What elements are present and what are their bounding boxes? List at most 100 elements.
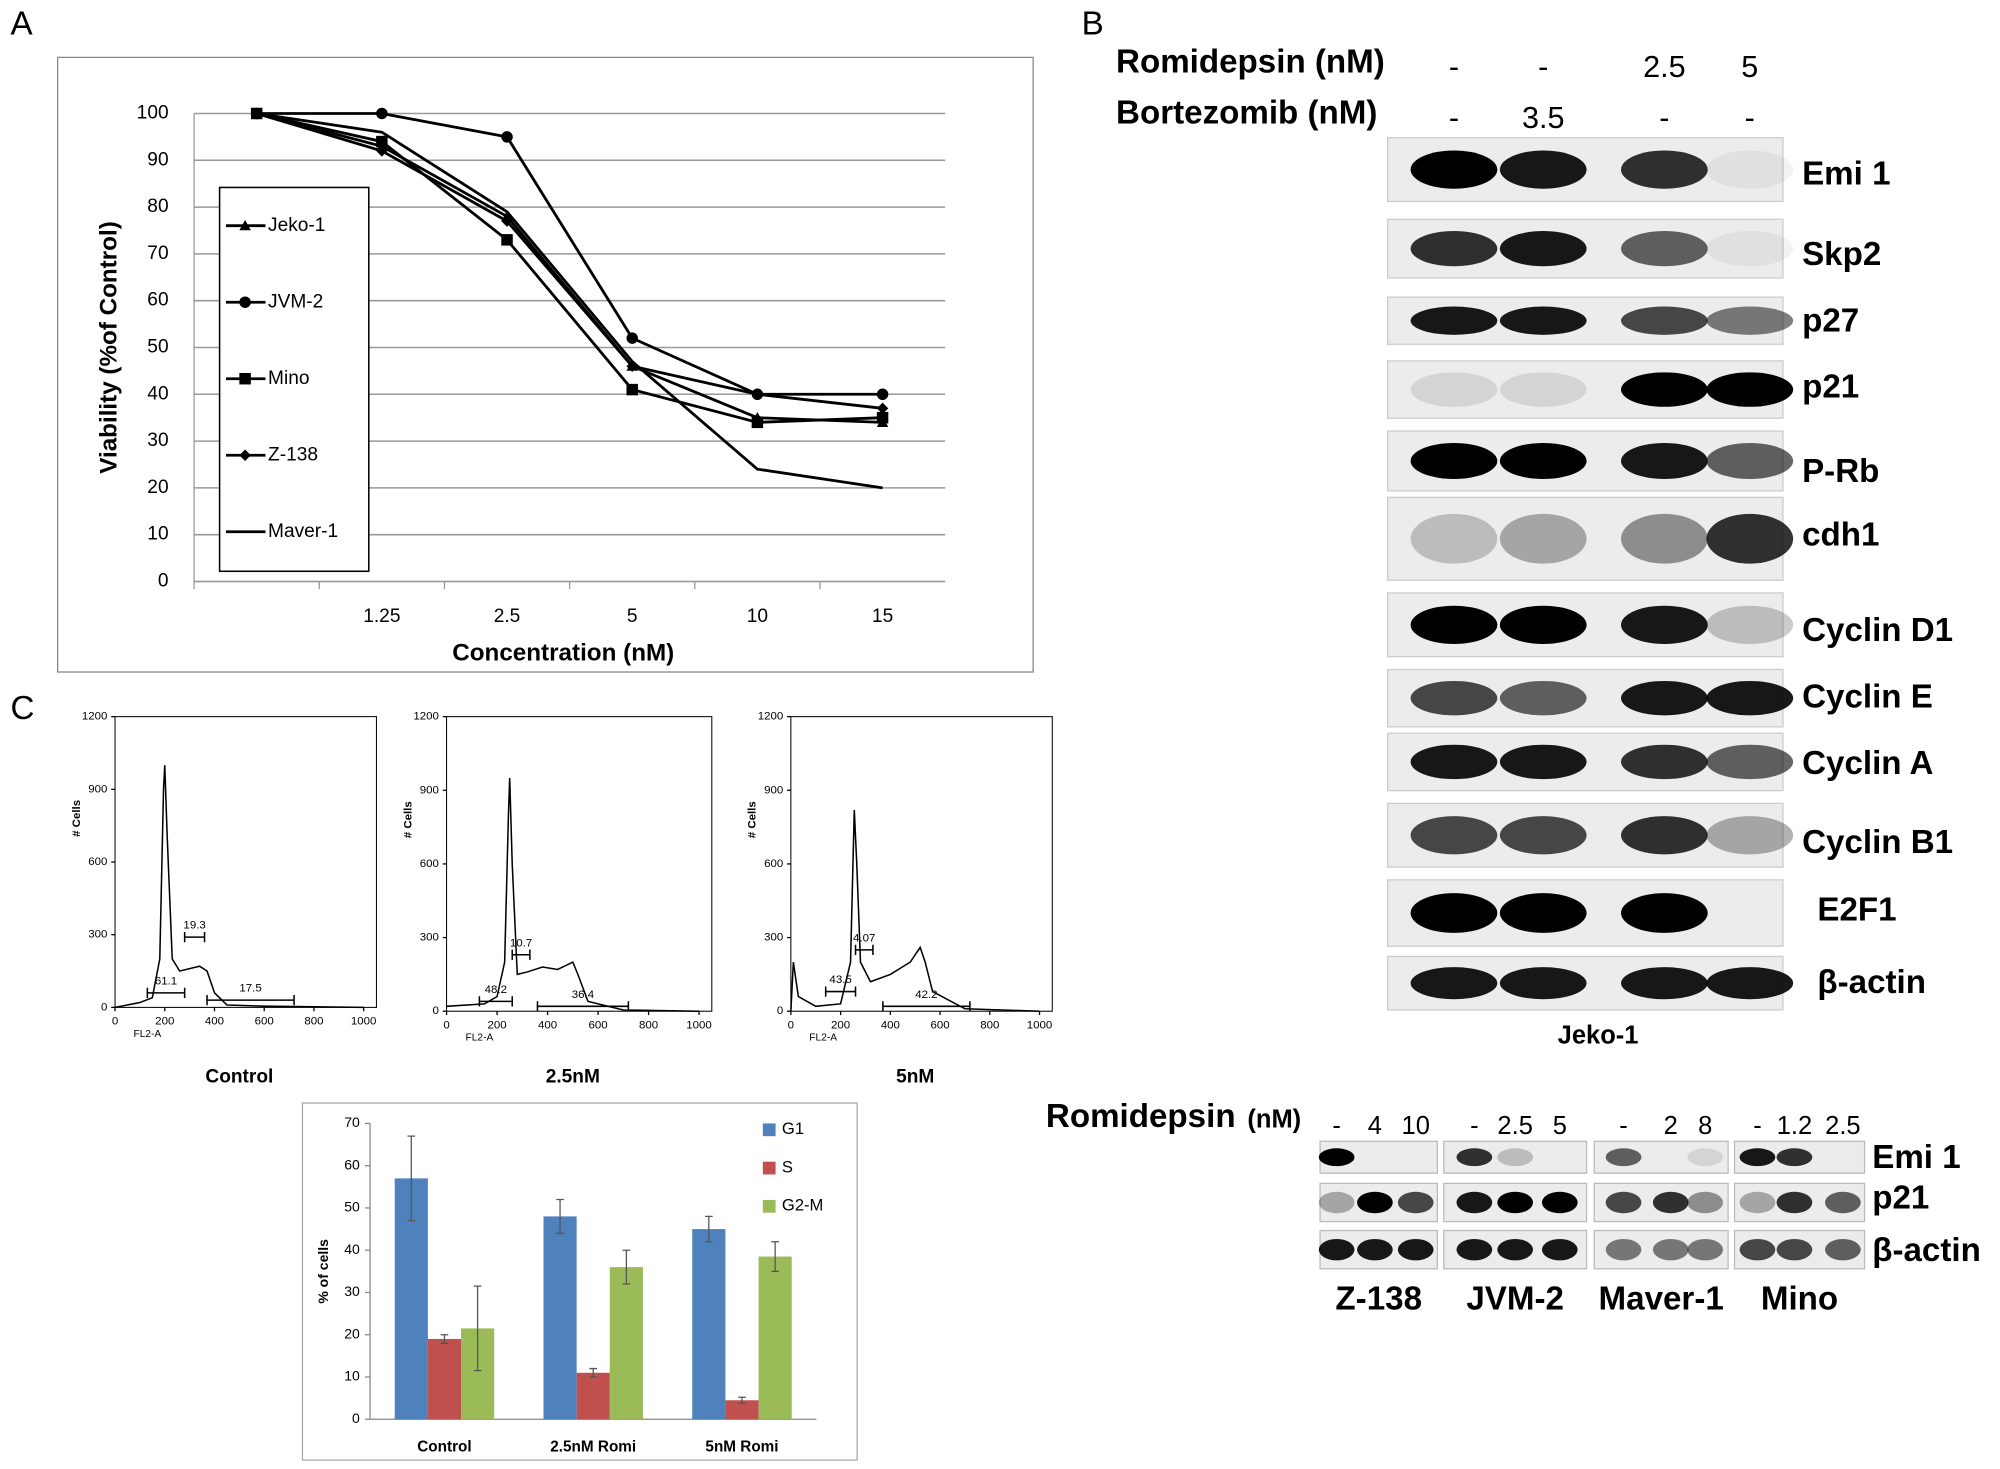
gate-label: 42.2 xyxy=(915,989,937,1001)
y-tick-label: 90 xyxy=(147,149,168,170)
gate-label: 10.7 xyxy=(510,937,532,949)
protein-label: Cyclin E xyxy=(1802,679,1933,716)
lane-label: 5 xyxy=(1741,50,1758,84)
blot-band xyxy=(1499,150,1587,189)
y-tick-label: 40 xyxy=(344,1241,360,1257)
x-tick-label: 800 xyxy=(980,1019,999,1031)
marker xyxy=(876,411,889,424)
x-tick-label: 1000 xyxy=(351,1015,377,1027)
y-tick-label: 1200 xyxy=(413,711,439,723)
lane-label: 4 xyxy=(1368,1112,1382,1140)
legend-swatch xyxy=(762,1199,776,1213)
blot-band xyxy=(1621,605,1708,644)
y-tick-label: 0 xyxy=(158,571,169,592)
x-tick-label: 600 xyxy=(588,1019,607,1031)
panel-label: C xyxy=(10,690,34,727)
blot-band xyxy=(1687,1191,1724,1214)
x-axis-label: FL2-A xyxy=(133,1029,161,1040)
lane-label: - xyxy=(1470,1112,1479,1140)
treatment-label: Bortezomib (nM) xyxy=(1116,95,1377,132)
blot-band xyxy=(1706,306,1794,335)
y-tick-label: 20 xyxy=(147,477,168,498)
x-tick-label: 1000 xyxy=(686,1019,712,1031)
blot-band xyxy=(1706,744,1794,780)
blot-band xyxy=(1497,1148,1534,1167)
y-tick-label: 600 xyxy=(764,858,783,870)
y-tick-label: 0 xyxy=(101,1001,107,1013)
series-line xyxy=(256,112,883,424)
error-bar xyxy=(589,1367,598,1378)
blot-band xyxy=(1410,605,1498,644)
y-axis-label: Viability (%of Control) xyxy=(95,221,122,474)
blot-band xyxy=(1621,680,1708,716)
lane-label: - xyxy=(1659,101,1669,135)
y-tick-label: 50 xyxy=(344,1199,360,1215)
blot-band xyxy=(1621,893,1708,933)
blot-band xyxy=(1456,1148,1493,1167)
blot-band xyxy=(1687,1238,1724,1261)
blot-band xyxy=(1621,231,1708,267)
y-tick-label: 30 xyxy=(147,430,168,451)
blot-band xyxy=(1497,1191,1534,1214)
legend-label: Z-138 xyxy=(268,444,318,465)
blot-band xyxy=(1410,680,1498,716)
y-tick-label: 900 xyxy=(88,783,107,795)
blot-band xyxy=(1397,1238,1434,1261)
protein-label: p27 xyxy=(1802,302,1859,339)
blot-band xyxy=(1499,744,1587,780)
lane-label: 2.5 xyxy=(1497,1112,1532,1140)
y-tick-label: 0 xyxy=(433,1005,439,1017)
bar xyxy=(758,1256,792,1420)
legend-swatch xyxy=(762,1123,776,1137)
blot-band xyxy=(1687,1148,1724,1167)
histogram-curve xyxy=(790,809,1040,1012)
blot-band xyxy=(1456,1191,1493,1214)
blot-band xyxy=(1541,1191,1578,1214)
x-tick-label: 10 xyxy=(747,606,768,627)
blot-band xyxy=(1652,1191,1689,1214)
panel-c-bar-frame xyxy=(301,1102,858,1461)
gate-label: 43.5 xyxy=(829,974,851,986)
blot-band xyxy=(1621,372,1708,407)
blot-band xyxy=(1825,1238,1861,1261)
blot-band xyxy=(1706,680,1794,716)
y-tick-label: 300 xyxy=(764,932,783,944)
x-tick-label: 0 xyxy=(112,1015,118,1027)
series-line xyxy=(256,112,883,424)
gate-bracket xyxy=(206,995,295,1006)
blot-band xyxy=(1706,967,1794,1000)
legend-label: JVM-2 xyxy=(268,291,323,312)
blot-band xyxy=(1706,442,1794,479)
y-tick-label: 300 xyxy=(420,932,439,944)
blot-band xyxy=(1410,306,1498,335)
blot-strip xyxy=(1387,496,1784,581)
gate-label: 36.4 xyxy=(572,989,595,1001)
x-tick-label: 1000 xyxy=(1027,1019,1053,1031)
bar xyxy=(427,1338,462,1420)
x-tick-label: 2.5 xyxy=(494,606,521,627)
blot-band xyxy=(1499,372,1587,407)
x-tick-label: 400 xyxy=(881,1019,900,1031)
blot-band xyxy=(1706,150,1794,189)
histogram-curve xyxy=(114,765,364,1009)
blot-band xyxy=(1621,513,1708,564)
x-tick-label: 1.25 xyxy=(363,606,400,627)
x-tick-label: 5nM Romi xyxy=(705,1438,778,1455)
marker xyxy=(751,388,764,401)
error-bar xyxy=(473,1285,482,1372)
blot-band xyxy=(1357,1191,1393,1214)
blot-band xyxy=(1318,1238,1355,1261)
cell-line-label: Z-138 xyxy=(1335,1280,1422,1317)
chart-title: Control xyxy=(205,1067,273,1088)
blot-band xyxy=(1410,893,1498,933)
blot-band xyxy=(1499,893,1587,933)
blot-band xyxy=(1410,372,1498,407)
blot-band xyxy=(1706,816,1794,855)
error-bar xyxy=(556,1198,564,1234)
y-axis-label: # Cells xyxy=(747,801,759,838)
treatment-label: Romidepsin xyxy=(1046,1098,1236,1135)
bar xyxy=(725,1400,759,1420)
blot-band xyxy=(1706,513,1794,564)
